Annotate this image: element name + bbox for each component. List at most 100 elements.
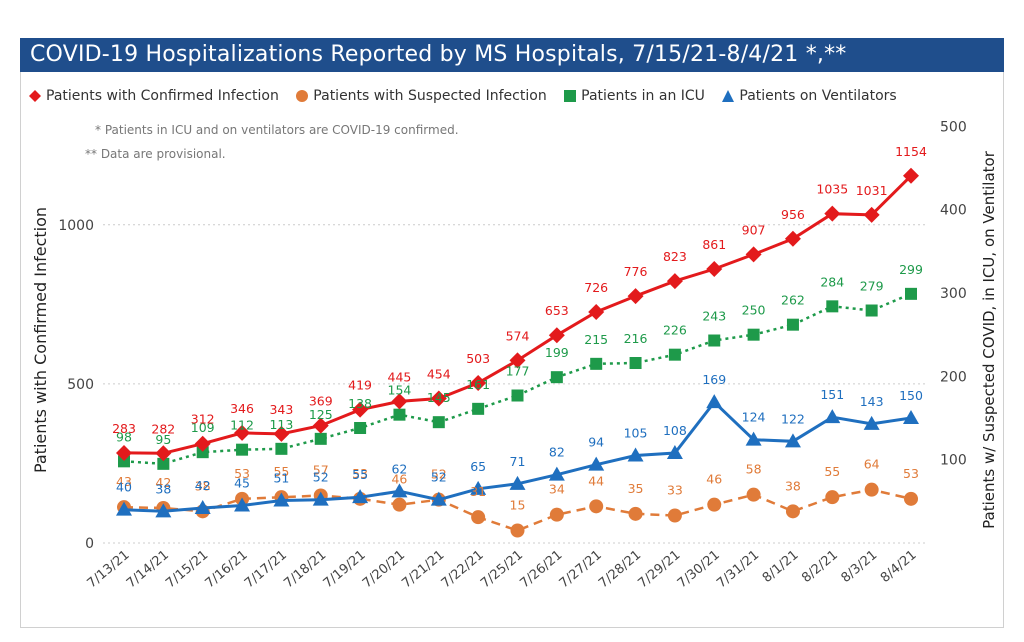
data-label: 42 — [195, 478, 211, 493]
data-point-diamond — [548, 327, 565, 344]
data-label: 177 — [506, 364, 530, 379]
data-point-square — [629, 357, 642, 370]
data-point-triangle — [627, 447, 644, 462]
data-point-square — [747, 328, 760, 341]
data-point-circle — [510, 523, 525, 538]
data-label: 653 — [545, 303, 569, 318]
data-label: 1035 — [816, 182, 848, 197]
data-point-triangle — [470, 480, 487, 495]
data-point-circle — [825, 490, 840, 505]
data-point-diamond — [155, 445, 172, 462]
data-point-triangle — [391, 483, 408, 498]
data-label: 58 — [746, 462, 762, 477]
legend: Patients with Confirmed Infection Patien… — [28, 88, 909, 107]
data-label: 151 — [820, 387, 844, 402]
data-point-square — [786, 318, 799, 331]
data-point-diamond — [588, 303, 605, 320]
x-tick-label: 7/21/21 — [399, 548, 447, 592]
data-label: 454 — [427, 367, 451, 382]
data-point-triangle — [234, 497, 251, 512]
y2-tick-label: 500 — [940, 119, 967, 135]
data-point-triangle — [273, 492, 290, 507]
data-label: 574 — [506, 328, 530, 343]
x-tick-label: 8/3/21 — [839, 548, 881, 586]
data-label: 199 — [545, 345, 569, 360]
data-label: 82 — [549, 445, 565, 460]
data-label: 299 — [899, 262, 923, 277]
data-label: 112 — [230, 418, 254, 433]
data-point-square — [550, 371, 563, 384]
data-point-circle — [471, 510, 486, 525]
data-point-triangle — [666, 445, 683, 460]
data-label: 226 — [663, 323, 687, 338]
data-label: 124 — [742, 410, 766, 425]
data-label: 216 — [624, 331, 648, 346]
data-label: 46 — [391, 472, 407, 487]
y-tick-label: 1000 — [58, 218, 94, 234]
data-label: 38 — [195, 478, 211, 493]
data-point-triangle — [352, 489, 369, 504]
data-point-circle — [392, 497, 407, 512]
data-label: 343 — [269, 402, 293, 417]
data-label: 346 — [230, 401, 254, 416]
data-point-diamond — [784, 230, 801, 247]
data-point-square — [432, 416, 445, 429]
data-point-diamond — [666, 273, 683, 290]
data-point-triangle — [116, 501, 132, 516]
note-provisional: ** Data are provisional. — [85, 147, 226, 161]
data-label: 776 — [624, 264, 648, 279]
data-label: 52 — [431, 470, 447, 485]
data-point-circle — [589, 499, 604, 514]
data-label: 45 — [234, 476, 250, 491]
data-point-square — [668, 348, 681, 361]
data-point-square — [314, 432, 327, 445]
data-point-square — [275, 442, 288, 455]
x-tick-label: 7/19/21 — [321, 548, 369, 592]
data-label: 169 — [702, 372, 726, 387]
data-label: 98 — [116, 429, 132, 444]
blue-triangle-icon — [722, 90, 735, 102]
data-label: 40 — [116, 480, 132, 495]
data-label: 105 — [624, 426, 648, 441]
x-tick-label: 7/14/21 — [124, 548, 172, 592]
data-point-square — [196, 446, 209, 459]
data-point-diamond — [706, 261, 723, 278]
x-tick-label: 7/28/21 — [596, 548, 644, 592]
legend-item-suspected: Patients with Suspected Infection — [295, 88, 547, 104]
data-point-circle — [707, 497, 722, 512]
x-tick-label: 7/22/21 — [439, 548, 487, 592]
data-label: 35 — [628, 481, 644, 496]
data-label: 95 — [155, 432, 171, 447]
data-label: 42 — [155, 475, 171, 490]
data-label: 262 — [781, 293, 805, 308]
data-label: 145 — [427, 390, 451, 405]
data-label: 956 — [781, 207, 805, 222]
y-axis-title: Patients with Confirmed Infection — [31, 207, 50, 473]
y2-tick-label: 100 — [940, 453, 967, 469]
data-label: 726 — [584, 280, 608, 295]
data-label: 65 — [470, 459, 486, 474]
data-label: 109 — [191, 420, 215, 435]
legend-label: Patients in an ICU — [581, 88, 705, 104]
data-label: 34 — [549, 482, 565, 497]
data-label: 108 — [663, 423, 687, 438]
chart-title: COVID-19 Hospitalizations Reported by MS… — [20, 38, 1004, 72]
x-tick-label: 7/30/21 — [675, 548, 723, 592]
data-label: 419 — [348, 378, 372, 393]
data-point-diamond — [745, 246, 762, 263]
data-point-diamond — [470, 374, 487, 391]
data-point-diamond — [234, 424, 251, 441]
data-label: 52 — [431, 467, 447, 482]
data-label: 907 — [742, 222, 766, 237]
data-label: 15 — [510, 498, 526, 513]
legend-item-ventilators: Patients on Ventilators — [721, 88, 897, 104]
data-label: 154 — [388, 383, 412, 398]
data-label: 369 — [309, 394, 333, 409]
data-point-diamond — [509, 352, 526, 369]
data-point-square — [865, 304, 878, 317]
data-point-triangle — [548, 466, 565, 481]
x-tick-label: 8/1/21 — [760, 548, 802, 586]
data-point-triangle — [903, 410, 919, 425]
x-tick-label: 7/26/21 — [517, 548, 565, 592]
data-label: 215 — [584, 332, 608, 347]
